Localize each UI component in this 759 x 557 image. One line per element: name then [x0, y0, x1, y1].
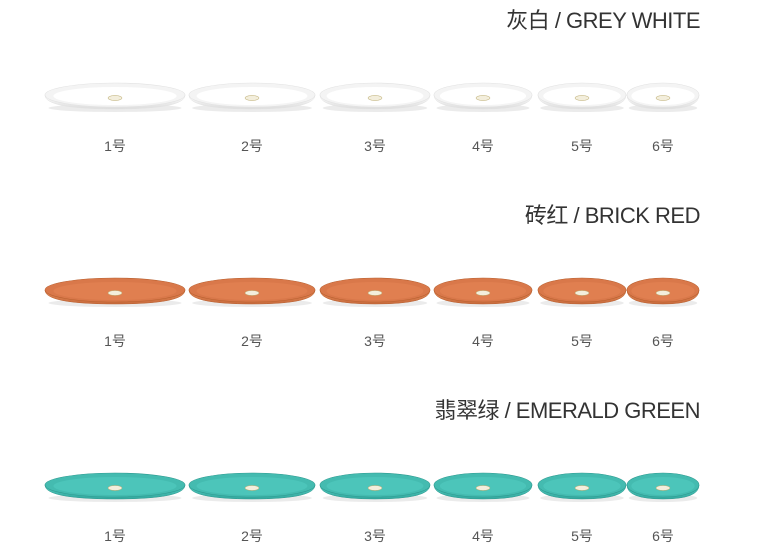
row-title: 砖红 / BRICK RED [525, 203, 700, 228]
saucer [319, 82, 431, 112]
saucer-logo [367, 485, 383, 491]
size-label: 1号 [104, 528, 126, 544]
saucer [626, 82, 700, 112]
saucer [319, 472, 431, 502]
size-label: 6号 [652, 528, 674, 544]
saucer [537, 82, 627, 112]
saucer [188, 82, 316, 112]
saucer [44, 277, 186, 307]
size-label: 6号 [652, 333, 674, 349]
saucer-logo [655, 290, 671, 296]
size-label: 1号 [104, 333, 126, 349]
saucer-logo [655, 485, 671, 491]
saucer [188, 277, 316, 307]
saucer [433, 277, 533, 307]
row-title: 翡翠绿 / EMERALD GREEN [434, 398, 700, 423]
size-label: 3号 [364, 528, 386, 544]
saucer-logo [107, 95, 123, 101]
saucer [433, 472, 533, 502]
saucer [626, 472, 700, 502]
saucer-logo [574, 485, 590, 491]
saucer [44, 472, 186, 502]
saucer-logo [107, 290, 123, 296]
size-label: 2号 [241, 528, 263, 544]
row-title: 灰白 / GREY WHITE [506, 8, 700, 33]
size-label: 1号 [104, 138, 126, 154]
saucer-logo [655, 95, 671, 101]
size-label: 4号 [472, 138, 494, 154]
size-label: 3号 [364, 333, 386, 349]
saucer-logo [107, 485, 123, 491]
saucer-logo [475, 485, 491, 491]
saucer [319, 277, 431, 307]
saucer-logo [244, 290, 260, 296]
saucer-logo [475, 290, 491, 296]
saucer [626, 277, 700, 307]
size-label: 2号 [241, 333, 263, 349]
size-label: 4号 [472, 528, 494, 544]
saucer [188, 472, 316, 502]
saucer [433, 82, 533, 112]
size-label: 4号 [472, 333, 494, 349]
size-label: 5号 [571, 138, 593, 154]
saucer [44, 82, 186, 112]
size-label: 2号 [241, 138, 263, 154]
saucer [537, 277, 627, 307]
saucer-logo [367, 95, 383, 101]
size-label: 5号 [571, 528, 593, 544]
saucer-logo [244, 95, 260, 101]
size-label: 6号 [652, 138, 674, 154]
size-label: 3号 [364, 138, 386, 154]
saucer-logo [574, 95, 590, 101]
saucer-logo [574, 290, 590, 296]
size-label: 5号 [571, 333, 593, 349]
saucer [537, 472, 627, 502]
saucer-logo [244, 485, 260, 491]
saucer-logo [475, 95, 491, 101]
saucer-logo [367, 290, 383, 296]
